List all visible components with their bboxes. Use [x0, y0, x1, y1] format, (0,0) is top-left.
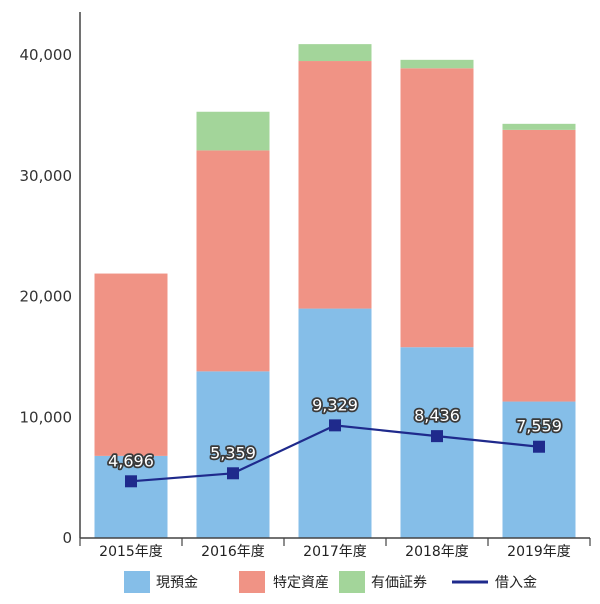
- y-tick-label: 40,000: [20, 46, 73, 64]
- bar-2-3: [298, 61, 372, 309]
- x-tick-label: 2018年度: [405, 544, 469, 560]
- data-label: 4,696: [108, 451, 154, 470]
- data-label: 7,559: [516, 417, 562, 436]
- bar-3-2: [196, 111, 270, 151]
- line-point-5: [533, 440, 545, 453]
- legend-swatch-3: [339, 571, 365, 593]
- bar-2-1: [94, 273, 168, 456]
- y-axis-ticks: 0 10,000 20,000 30,000 40,000: [20, 46, 73, 547]
- x-tick-label: 2016年度: [201, 544, 265, 560]
- legend-label: 有価証券: [371, 575, 427, 591]
- legend-swatch-2: [239, 571, 265, 593]
- legend-label: 現預金: [156, 575, 198, 591]
- data-label: 5,359: [210, 443, 256, 462]
- bar-1-1: [94, 455, 168, 538]
- data-label-halo: 7,559: [516, 417, 562, 436]
- x-axis-ticks: [79, 538, 591, 546]
- data-label-halo: 4,696: [108, 451, 154, 470]
- data-label: 9,329: [312, 395, 358, 414]
- legend-label: 借入金: [495, 575, 537, 591]
- bar-2-2: [196, 150, 270, 372]
- data-label: 8,436: [414, 406, 460, 425]
- data-label-halo: 8,436: [414, 406, 460, 425]
- bar-2-4: [400, 68, 474, 348]
- line-point-2: [227, 467, 239, 480]
- axes: [79, 12, 590, 539]
- bar-2-5: [502, 129, 576, 402]
- line-series: [125, 419, 545, 488]
- bar-1-4: [400, 347, 474, 538]
- x-tick-label: 2015年度: [99, 544, 163, 560]
- legend-swatch-1: [124, 571, 150, 593]
- y-tick-label: 0: [62, 529, 72, 547]
- x-axis-labels: 2015年度 2016年度 2017年度 2018年度 2019年度: [99, 544, 571, 560]
- line-point-3: [329, 419, 341, 432]
- bar-series: [94, 44, 576, 538]
- data-label-halo: 9,329: [312, 395, 358, 414]
- x-tick-label: 2017年度: [303, 544, 367, 560]
- line-point-1: [125, 475, 137, 488]
- bar-3-3: [298, 44, 372, 62]
- bar-3-5: [502, 123, 576, 130]
- legend-label: 特定資産: [273, 575, 329, 591]
- y-tick-label: 30,000: [20, 167, 73, 185]
- y-tick-label: 20,000: [20, 288, 73, 306]
- bar-1-2: [196, 371, 270, 538]
- bar-3-4: [400, 59, 474, 69]
- y-tick-label: 10,000: [20, 408, 73, 426]
- line-point-4: [431, 430, 443, 443]
- bar-1-5: [502, 401, 576, 538]
- legend: 現預金 特定資産 有価証券 借入金: [124, 571, 537, 593]
- x-tick-label: 2019年度: [507, 544, 571, 560]
- data-label-halo: 5,359: [210, 443, 256, 462]
